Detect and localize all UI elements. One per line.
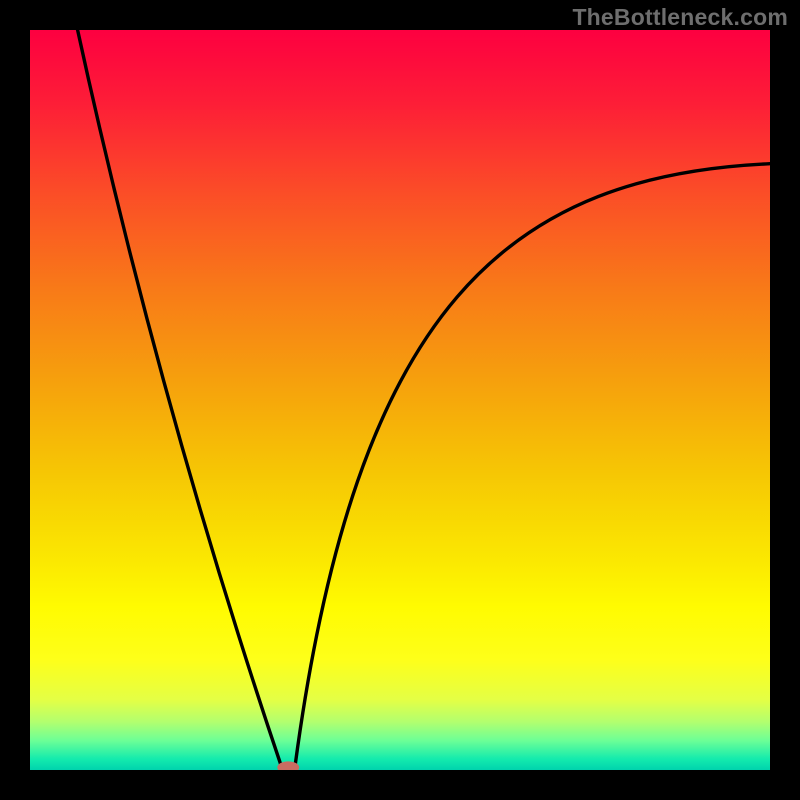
chart-svg	[0, 0, 800, 800]
watermark-text: TheBottleneck.com	[572, 4, 788, 31]
chart-stage: TheBottleneck.com	[0, 0, 800, 800]
plot-background	[30, 30, 770, 770]
